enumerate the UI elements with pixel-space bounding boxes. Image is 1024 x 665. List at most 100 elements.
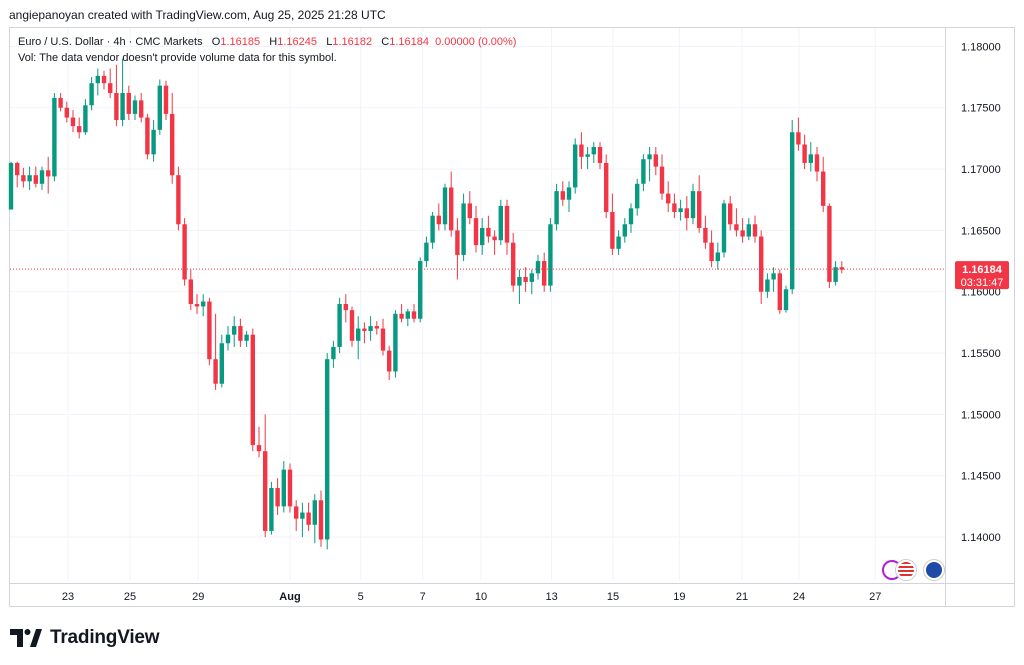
candle-body <box>163 85 169 114</box>
candle-body <box>814 154 820 172</box>
candle-body <box>765 279 770 292</box>
candle-body <box>126 93 131 114</box>
candle-body <box>33 175 38 184</box>
candle-body <box>64 107 69 118</box>
candle-body <box>101 75 107 84</box>
candle-body <box>697 191 702 228</box>
candle-body <box>467 203 472 219</box>
eu-flag-icon[interactable] <box>924 560 944 580</box>
x-tick-label: 25 <box>124 591 136 603</box>
candle-body <box>306 512 311 525</box>
candle-body <box>145 117 150 155</box>
candle-body <box>777 273 782 311</box>
y-tick-label: 1.17000 <box>961 164 1001 176</box>
close-value: 1.16184 <box>389 36 429 48</box>
candle-body <box>802 144 807 163</box>
candle-body <box>579 144 584 157</box>
candle-body <box>201 301 206 307</box>
candle-body <box>70 117 76 127</box>
event-badges <box>882 560 944 580</box>
candle-body <box>244 334 249 341</box>
candle-body <box>442 187 448 225</box>
candle-body <box>232 326 237 335</box>
candle-body <box>362 328 367 331</box>
candle-body <box>455 230 460 255</box>
candle-body <box>535 261 541 274</box>
candle-body <box>27 175 32 182</box>
chart-credit: angiepanoyan created with TradingView.co… <box>9 8 386 22</box>
candle-body <box>827 205 832 282</box>
candle-body <box>821 171 826 206</box>
candle-body <box>486 227 491 237</box>
candle-body <box>511 242 516 286</box>
candle-body <box>746 224 751 237</box>
candle-body <box>523 277 528 282</box>
last-price-value: 1.16184 <box>962 264 1003 276</box>
candle-body <box>610 212 615 249</box>
candle-body <box>77 126 82 133</box>
candle-body <box>225 334 231 344</box>
candle-body <box>759 236 764 292</box>
candle-body <box>39 170 45 184</box>
candle-body <box>548 224 553 286</box>
x-tick-label: 7 <box>420 591 426 603</box>
candle-body <box>492 236 497 241</box>
candle-body <box>207 301 212 360</box>
candle-body <box>120 93 125 120</box>
candle-body <box>498 205 503 241</box>
volume-note: Vol: The data vendor doesn't provide vol… <box>18 52 337 64</box>
x-tick-label: 24 <box>793 591 805 603</box>
candle-body <box>597 146 603 163</box>
x-tick-label: Aug <box>279 591 300 603</box>
candle-body <box>790 132 795 290</box>
candle-body <box>728 203 733 225</box>
candle-body <box>256 445 262 452</box>
candle-body <box>194 304 200 307</box>
candle-body <box>157 85 162 130</box>
candle-body <box>529 273 534 282</box>
candle-body <box>15 162 20 176</box>
tradingview-logo-icon <box>10 629 42 647</box>
candle-body <box>399 313 404 319</box>
candle-body <box>678 208 683 212</box>
ohlc-row: Euro / U.S. Dollar · 4h · CMC Markets O1… <box>18 34 516 50</box>
candle-body <box>139 100 144 118</box>
bar-countdown: 03:31:47 <box>961 277 1004 289</box>
candle-body <box>622 224 627 237</box>
candle-body <box>331 346 336 360</box>
x-tick-label: 15 <box>607 591 619 603</box>
candle-body <box>647 154 652 160</box>
candle-body <box>703 227 708 243</box>
candle-body <box>560 191 565 200</box>
candle-body <box>269 488 274 531</box>
candle-body <box>219 343 224 384</box>
x-tick-label: 10 <box>475 591 487 603</box>
candle-body <box>616 236 621 249</box>
candle-body <box>839 267 844 270</box>
candle-body <box>672 203 677 212</box>
chart-frame <box>9 27 1015 607</box>
candle-body <box>734 224 739 231</box>
x-tick-label: 19 <box>673 591 685 603</box>
candle-body <box>436 215 441 225</box>
candle-body <box>808 154 813 163</box>
candle-body <box>318 500 324 540</box>
candle-body <box>89 83 94 106</box>
candle-body <box>114 93 119 120</box>
candle-body <box>796 132 801 145</box>
x-tick-label: 21 <box>736 591 748 603</box>
y-tick-label: 1.14500 <box>961 471 1001 483</box>
brand-name: TradingView <box>50 627 160 648</box>
legend: Euro / U.S. Dollar · 4h · CMC Markets O1… <box>18 34 516 66</box>
candle-body <box>349 310 355 341</box>
candle-body <box>721 203 727 253</box>
us-flag-icon[interactable] <box>896 560 916 580</box>
candlestick-chart[interactable]: 1.18000 1.17500 1.17000 1.16500 1.16000 1.155… <box>0 0 1024 620</box>
candle-body <box>480 227 485 246</box>
footer-logo[interactable]: TradingView <box>10 626 160 650</box>
low-value: 1.16182 <box>332 36 373 48</box>
candle-body <box>517 277 522 286</box>
candle-body <box>182 224 187 280</box>
change-value: 0.00000 (0.00%) <box>435 36 517 48</box>
candle-body <box>542 261 547 286</box>
